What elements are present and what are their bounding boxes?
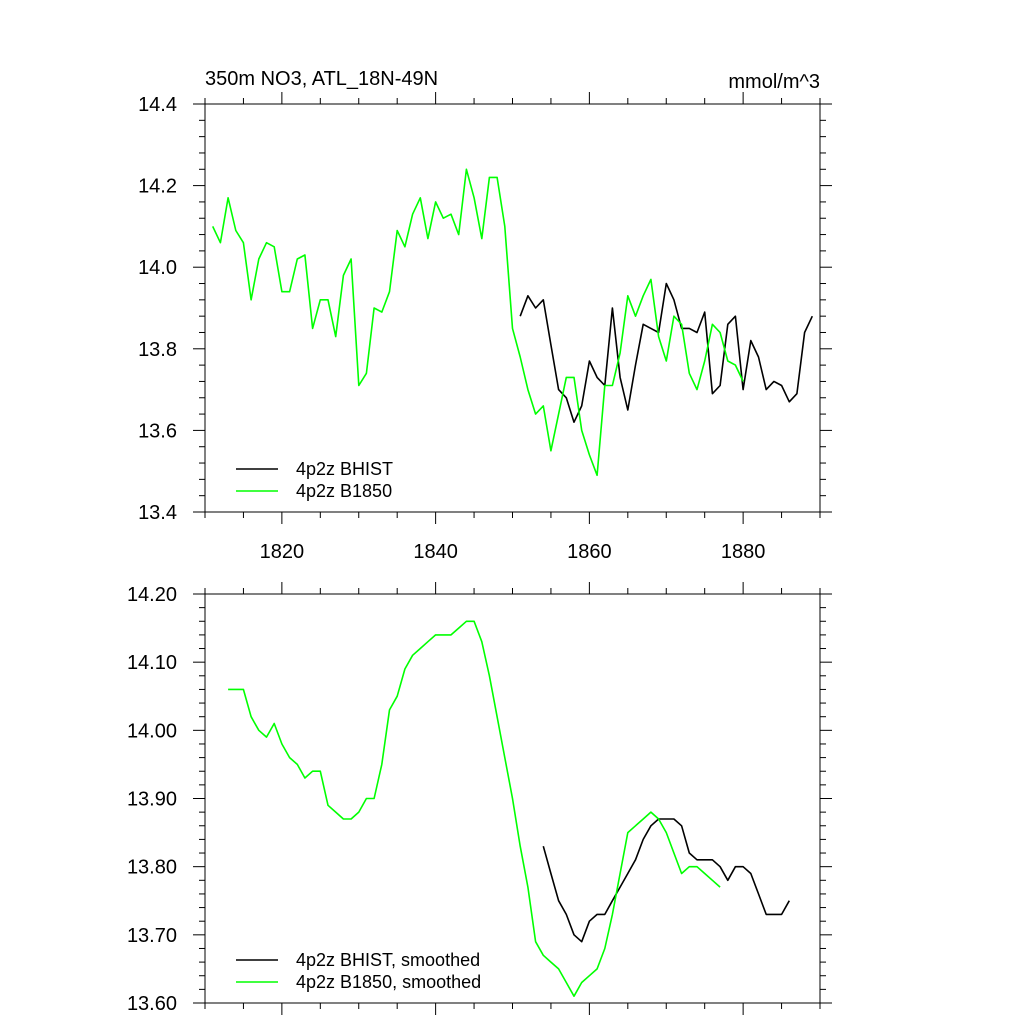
chart-title: 350m NO3, ATL_18N-49N xyxy=(205,68,438,90)
y-tick-label: 14.10 xyxy=(127,652,177,674)
legend-label: 4p2z BHIST xyxy=(296,459,393,479)
y-tick-label: 13.4 xyxy=(138,502,177,524)
legend-label: 4p2z BHIST, smoothed xyxy=(296,950,480,970)
y-tick-label: 14.0 xyxy=(138,257,177,279)
series-line-bhist xyxy=(519,282,814,424)
legend-label: 4p2z B1850, smoothed xyxy=(296,972,481,992)
plot-frame xyxy=(204,103,821,513)
y-tick-label: 13.80 xyxy=(127,857,177,879)
x-tick-label: 1860 xyxy=(567,541,612,563)
series-line-b1850 xyxy=(228,620,721,998)
y-tick-label: 13.60 xyxy=(127,993,177,1015)
y-tick-label: 14.2 xyxy=(138,176,177,198)
x-tick-label: 1840 xyxy=(413,541,458,563)
series-line-b1850 xyxy=(211,168,744,477)
bottom-panel: 13.60 13.70 13.80 13.90 14.00 14.10 14.20 4p2z … xyxy=(127,582,832,1015)
y-tick-label: 13.70 xyxy=(127,925,177,947)
y-tick-label: 13.8 xyxy=(138,339,177,361)
y-tick-label: 14.00 xyxy=(127,720,177,742)
legend-label: 4p2z B1850 xyxy=(296,481,392,501)
x-tick-label: 1880 xyxy=(721,541,766,563)
units-label: mmol/m^3 xyxy=(728,71,820,93)
y-tick-label: 14.4 xyxy=(138,94,177,116)
series-line-bhist xyxy=(542,818,790,943)
x-tick-label: 1820 xyxy=(260,541,305,563)
y-tick-label: 14.20 xyxy=(127,584,177,606)
top-panel: 350m NO3, ATL_18N-49N mmol/m^3 1820 1840 1… xyxy=(138,68,832,563)
y-tick-label: 13.90 xyxy=(127,789,177,811)
y-tick-label: 13.6 xyxy=(138,420,177,442)
